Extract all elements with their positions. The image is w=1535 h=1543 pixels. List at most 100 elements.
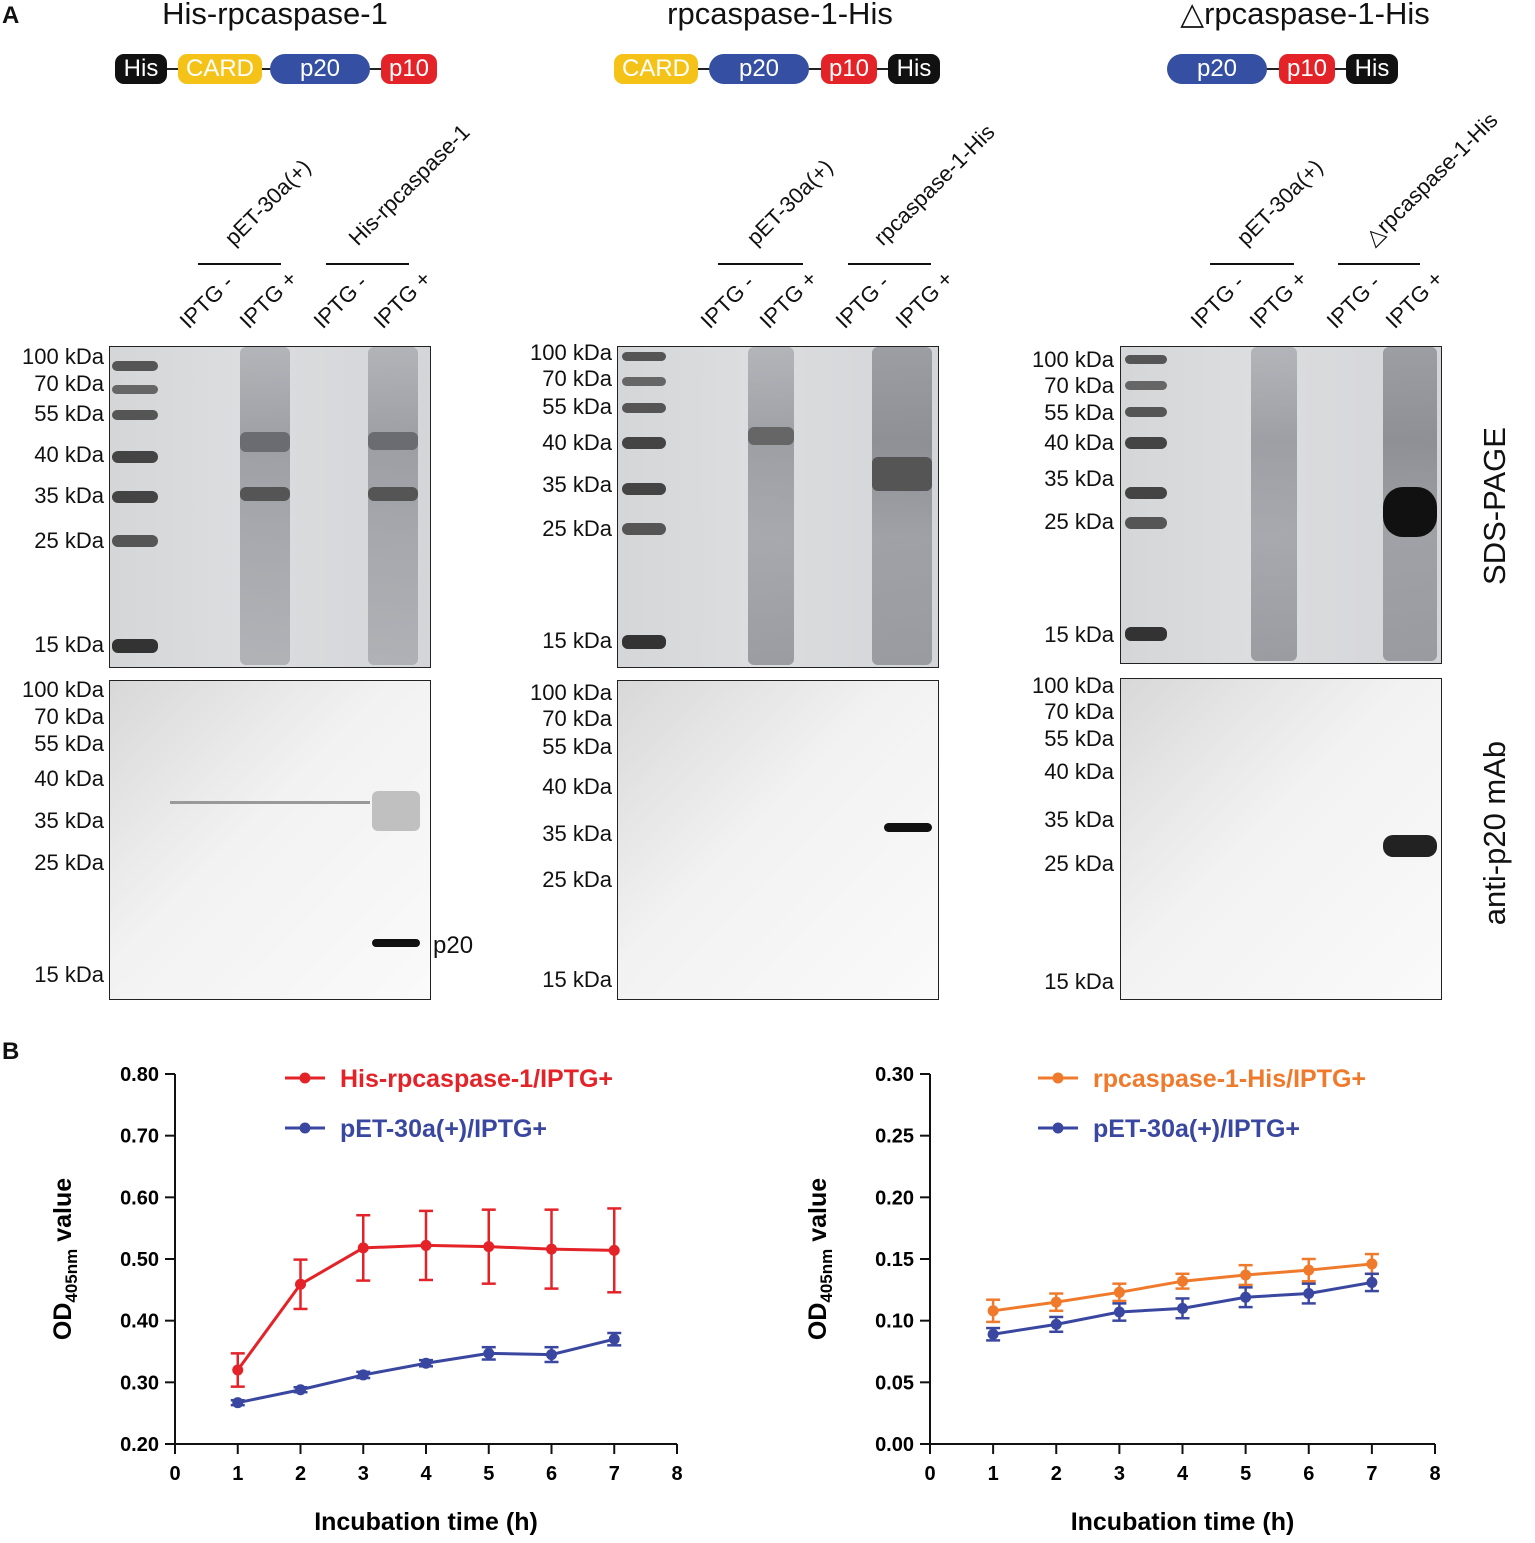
mw-marker: 70 kDa	[1044, 373, 1114, 398]
mw-marker: 25 kDa	[34, 528, 104, 553]
western-blot-2	[617, 680, 939, 1000]
panel-b-letter: B	[2, 1038, 20, 1065]
construct-group-label-1: His-rpcaspase-1	[343, 119, 475, 251]
mw-marker: 35 kDa	[34, 483, 104, 508]
data-point	[1240, 1269, 1252, 1281]
mw-marker: 15 kDa	[34, 962, 104, 987]
chart-od405-his-rpcaspase: 0.20 0.30 0.40 0.50 0.60 0.70 0.80 0 1 2 3 4 5 6 7 8 Inc…	[49, 1064, 683, 1536]
vector-label-2: pET-30a(+)	[741, 154, 838, 251]
mw-marker: 100 kDa	[22, 677, 104, 702]
y-tick-label: 0.30	[875, 1064, 914, 1086]
mw-marker: 70 kDa	[542, 366, 612, 391]
lane-label: IPTG +	[1380, 265, 1449, 334]
mw-marker: 70 kDa	[1044, 699, 1114, 724]
construct-title-2: rpcaspase-1-His	[667, 0, 893, 31]
y-tick-label: 0.25	[875, 1126, 914, 1148]
y-axis-label: OD405nm value	[804, 1178, 836, 1340]
x-tick-label: 8	[1429, 1463, 1440, 1485]
mw-marker: 40 kDa	[542, 430, 612, 455]
bracket	[848, 263, 931, 265]
mw-marker: 35 kDa	[34, 808, 104, 833]
domain-p10: p10	[1279, 54, 1335, 84]
domain-card: CARD	[614, 54, 698, 84]
mw-marker: 100 kDa	[22, 344, 104, 369]
data-point	[1050, 1296, 1062, 1308]
sds-page-gel-3	[1120, 346, 1442, 664]
lane-label: IPTG -	[1185, 269, 1250, 334]
mw-marker: 100 kDa	[530, 680, 612, 705]
legend-label: pET-30a(+)/IPTG+	[1093, 1115, 1300, 1143]
data-point	[232, 1364, 244, 1376]
lane-label: IPTG +	[890, 265, 959, 334]
legend-marker	[1052, 1122, 1064, 1134]
mw-marker: 55 kDa	[1044, 400, 1114, 425]
data-point	[546, 1243, 557, 1255]
x-tick-label: 1	[988, 1463, 999, 1485]
mw-marker: 100 kDa	[1032, 347, 1114, 372]
y-tick-label: 0.20	[120, 1434, 159, 1456]
panel-a-letter: A	[2, 2, 20, 29]
y-tick-label: 0.05	[875, 1372, 914, 1394]
domain-his: His	[1346, 54, 1398, 84]
lane-label: IPTG +	[1244, 265, 1313, 334]
x-tick-label: 1	[232, 1463, 243, 1485]
y-tick-label: 0.40	[120, 1311, 159, 1333]
construct-title-3: △rpcaspase-1-His	[1180, 0, 1430, 31]
mw-marker: 35 kDa	[1044, 807, 1114, 832]
mw-marker: 55 kDa	[34, 401, 104, 426]
data-point	[1177, 1275, 1188, 1287]
data-point	[1303, 1288, 1315, 1300]
y-tick-label: 0.80	[120, 1064, 159, 1086]
data-point	[1366, 1258, 1378, 1270]
lane-label: IPTG +	[754, 265, 823, 334]
data-point	[232, 1397, 244, 1409]
y-tick-label: 0.20	[875, 1187, 914, 1209]
x-tick-label: 8	[671, 1463, 682, 1485]
lane-label: IPTG -	[174, 269, 239, 334]
sds-page-gel-2	[617, 346, 939, 668]
x-tick-label: 4	[420, 1463, 432, 1485]
lane-label: IPTG -	[830, 269, 895, 334]
x-tick-label: 3	[358, 1463, 369, 1485]
mw-marker: 55 kDa	[1044, 726, 1114, 751]
domain-his: His	[888, 54, 940, 84]
data-point	[295, 1384, 306, 1396]
data-point	[357, 1369, 369, 1381]
bracket	[718, 263, 803, 265]
x-tick-label: 0	[924, 1463, 935, 1485]
x-tick-label: 0	[169, 1463, 180, 1485]
y-tick-label: 0.70	[120, 1126, 159, 1148]
mw-marker: 55 kDa	[542, 394, 612, 419]
data-point	[987, 1328, 999, 1340]
data-point	[420, 1239, 432, 1251]
x-tick-label: 6	[546, 1463, 557, 1485]
legend-label: pET-30a(+)/IPTG+	[340, 1115, 547, 1143]
mw-marker: 15 kDa	[1044, 969, 1114, 994]
bracket	[1210, 263, 1294, 265]
sds-page-gel-1	[109, 346, 431, 668]
x-tick-label: 7	[1366, 1463, 1377, 1485]
y-tick-label: 0.00	[875, 1434, 914, 1456]
legend-marker	[299, 1072, 311, 1084]
data-point	[483, 1241, 495, 1253]
construct-group-label-2: rpcaspase-1-His	[868, 119, 1000, 251]
data-point	[1113, 1286, 1125, 1298]
mw-marker: 40 kDa	[1044, 759, 1114, 784]
mw-marker: 55 kDa	[542, 734, 612, 759]
data-point	[1303, 1264, 1315, 1276]
vector-label-3: pET-30a(+)	[1231, 154, 1328, 251]
domain-his: His	[115, 54, 167, 84]
legend-label: His-rpcaspase-1/IPTG+	[340, 1065, 613, 1093]
lane-label: IPTG +	[368, 265, 437, 334]
legend-marker	[299, 1122, 311, 1134]
domain-card: CARD	[178, 54, 262, 84]
domain-p20: p20	[709, 54, 809, 84]
mw-marker: 100 kDa	[1032, 673, 1114, 698]
bracket	[326, 263, 409, 265]
mw-marker: 25 kDa	[34, 850, 104, 875]
vector-label-1: pET-30a(+)	[219, 154, 316, 251]
mw-marker: 15 kDa	[542, 628, 612, 653]
data-point	[483, 1347, 495, 1359]
lane-label: IPTG -	[308, 269, 373, 334]
mw-marker: 70 kDa	[34, 704, 104, 729]
